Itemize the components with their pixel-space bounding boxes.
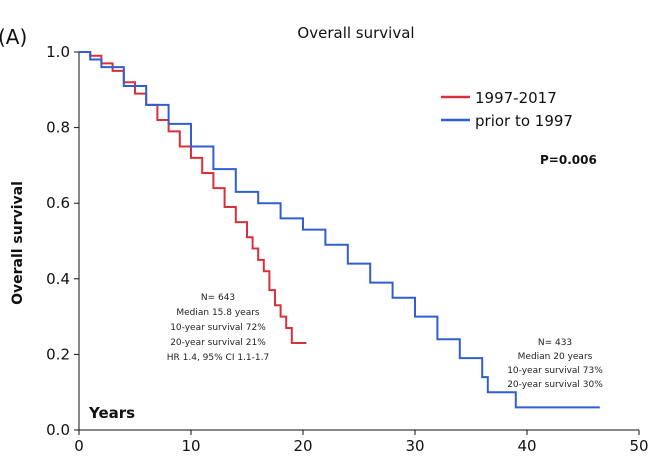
panel-label: (A): [0, 25, 27, 49]
chart-title: Overall survival: [297, 24, 414, 42]
legend: 1997-2017 prior to 1997: [441, 89, 573, 130]
x-tick-label: 30: [405, 437, 424, 455]
y-tick-label: 0.0: [46, 421, 70, 439]
x-tick-label: 20: [293, 437, 312, 455]
y-tick-label: 0.4: [46, 270, 70, 288]
y-tick-labels: 0.0 0.2 0.4 0.6 0.8 1.0: [46, 43, 70, 439]
annotation-prior-line: 20-year survival 30%: [507, 380, 603, 390]
annotation-recent-line: 10-year survival 72%: [170, 323, 266, 333]
annotation-recent-line: HR 1.4, 95% CI 1.1-1.7: [167, 353, 269, 363]
legend-label-prior: prior to 1997: [475, 112, 573, 130]
series-lines: [79, 51, 600, 409]
x-tick-label: 10: [181, 437, 200, 455]
annotation-recent-line: Median 15.8 years: [176, 308, 260, 318]
annotation-prior-line: Median 20 years: [518, 352, 593, 362]
series-line-prior-to-1997: [79, 51, 600, 409]
annotation-recent-line: N= 643: [201, 293, 235, 303]
y-tick-label: 0.2: [46, 345, 70, 363]
y-tick-label: 1.0: [46, 43, 70, 61]
plot-frame: [78, 52, 639, 431]
p-value: P=0.006: [540, 153, 597, 167]
y-axis-label: Overall survival: [10, 181, 26, 305]
x-tick-label: 50: [629, 437, 648, 455]
annotation-prior-line: N= 433: [538, 338, 572, 348]
axis-ticks: [74, 51, 640, 435]
legend-label-recent: 1997-2017: [475, 89, 557, 107]
annotation-recent: N= 643 Median 15.8 years 10-year surviva…: [167, 293, 269, 363]
y-tick-label: 0.6: [46, 194, 70, 212]
x-tick-labels: 0 10 20 30 40 50: [74, 437, 648, 455]
annotation-recent-line: 20-year survival 21%: [170, 338, 266, 348]
x-tick-label: 40: [517, 437, 536, 455]
y-tick-label: 0.8: [46, 119, 70, 137]
x-axis-label: Years: [88, 404, 135, 422]
x-tick-label: 0: [74, 437, 84, 455]
annotation-prior: N= 433 Median 20 years 10-year survival …: [507, 338, 603, 390]
annotation-prior-line: 10-year survival 73%: [507, 366, 603, 376]
series-line-1997-2017: [79, 51, 307, 345]
